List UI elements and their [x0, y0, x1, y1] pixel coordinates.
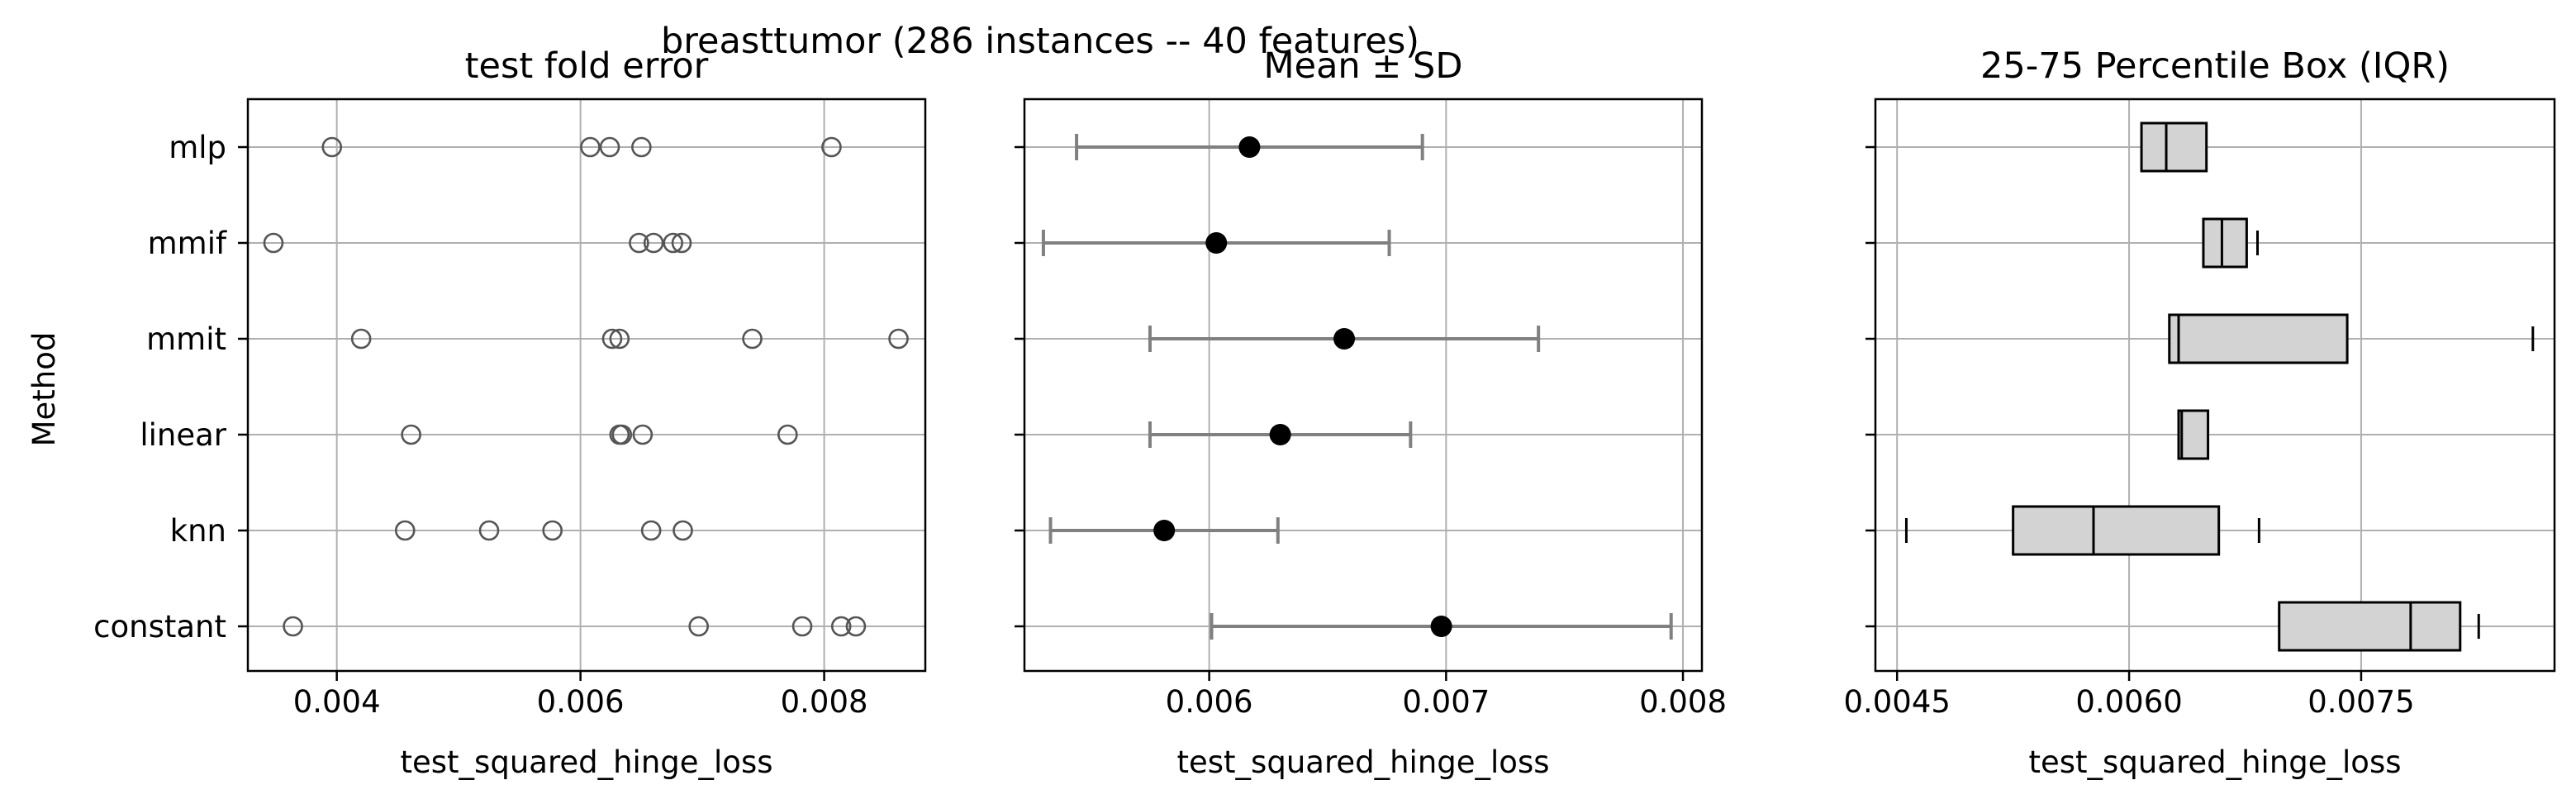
box-linear — [2177, 409, 2210, 460]
data-point-mmit — [609, 328, 630, 350]
x-axis-label: test_squared_hinge_loss — [401, 745, 773, 780]
y-tick-label-knn: knn — [170, 513, 226, 549]
data-point-mlp — [821, 136, 842, 158]
data-point-mmif — [643, 232, 664, 254]
x-tick-label: 0.007 — [1402, 684, 1490, 720]
y-tick-label-constant: constant — [93, 609, 226, 645]
data-point-mlp — [631, 136, 652, 158]
panel-title: 25-75 Percentile Box (IQR) — [1980, 45, 2450, 87]
x-tick-label: 0.008 — [781, 684, 868, 720]
panel-title: test fold error — [465, 45, 709, 87]
data-point-constant — [830, 616, 852, 637]
y-tick-label-linear: linear — [140, 417, 226, 453]
mean-point-linear — [1269, 424, 1291, 445]
data-point-linear — [632, 424, 654, 445]
panel-title: Mean ± SD — [1264, 45, 1463, 87]
x-tick-label: 0.008 — [1639, 684, 1727, 720]
data-point-linear — [777, 424, 798, 445]
x-tick-label: 0.0075 — [2307, 684, 2414, 720]
y-tick-label-mmit: mmit — [146, 321, 226, 357]
data-point-mmif — [263, 232, 284, 254]
panel-test-fold-error: 0.004 0.006 0.008 mlp mmif mmit linear knn const… — [93, 45, 927, 780]
data-point-mmit — [601, 328, 623, 350]
mean-point-mmit — [1333, 328, 1356, 350]
data-point-knn — [394, 520, 416, 541]
box-mmit — [2168, 313, 2349, 364]
data-point-knn — [478, 520, 500, 541]
data-point-knn — [542, 520, 563, 541]
y-axis-label: Method — [26, 332, 62, 447]
mean-point-knn — [1153, 520, 1176, 541]
mean-point-mmif — [1205, 232, 1228, 254]
mean-point-mlp — [1238, 136, 1261, 158]
data-point-mlp — [580, 136, 601, 158]
data-point-mmif — [663, 232, 684, 254]
axes-frame — [246, 98, 927, 673]
x-axis-label: test_squared_hinge_loss — [1177, 745, 1550, 780]
x-tick-label: 0.0045 — [1843, 684, 1950, 720]
data-point-mmif — [629, 232, 649, 254]
box-constant — [2278, 601, 2462, 652]
data-point-mmit — [888, 328, 909, 350]
data-point-constant — [845, 616, 867, 637]
y-tick-label-mlp: mlp — [169, 130, 226, 165]
axes-frame — [1874, 98, 2556, 673]
data-point-mlp — [321, 136, 343, 158]
x-tick-label: 0.004 — [293, 684, 381, 720]
data-point-constant — [791, 616, 813, 637]
data-point-constant — [283, 616, 303, 637]
data-point-mmit — [350, 328, 372, 350]
y-tick-label-mmif: mmif — [148, 226, 227, 261]
data-point-mmit — [742, 328, 763, 350]
x-tick-label: 0.0060 — [2075, 684, 2182, 720]
x-tick-label: 0.006 — [1166, 684, 1253, 720]
data-point-mlp — [599, 136, 620, 158]
x-axis-label: test_squared_hinge_loss — [2029, 745, 2402, 780]
data-point-knn — [673, 520, 693, 541]
box-mlp — [2140, 121, 2208, 173]
figure-suptitle: breasttumor (286 instances -- 40 feature… — [661, 21, 1419, 62]
x-tick-label: 0.006 — [537, 684, 625, 720]
data-point-mmif — [671, 232, 692, 254]
panel-mean-sd: 0.006 0.007 0.008 Mean ± SD test_squared_hin… — [1015, 45, 1727, 780]
data-point-linear — [401, 424, 421, 445]
box-knn — [2012, 505, 2221, 556]
data-point-knn — [640, 520, 662, 541]
box-mmif — [2202, 217, 2248, 269]
axes-frame — [1023, 98, 1704, 673]
panel-iqr-box: 0.0045 0.0060 0.0075 25-75 Percentile Box (… — [1843, 45, 2556, 780]
data-point-constant — [688, 616, 709, 637]
data-point-linear — [611, 424, 633, 445]
mean-point-constant — [1430, 616, 1452, 637]
